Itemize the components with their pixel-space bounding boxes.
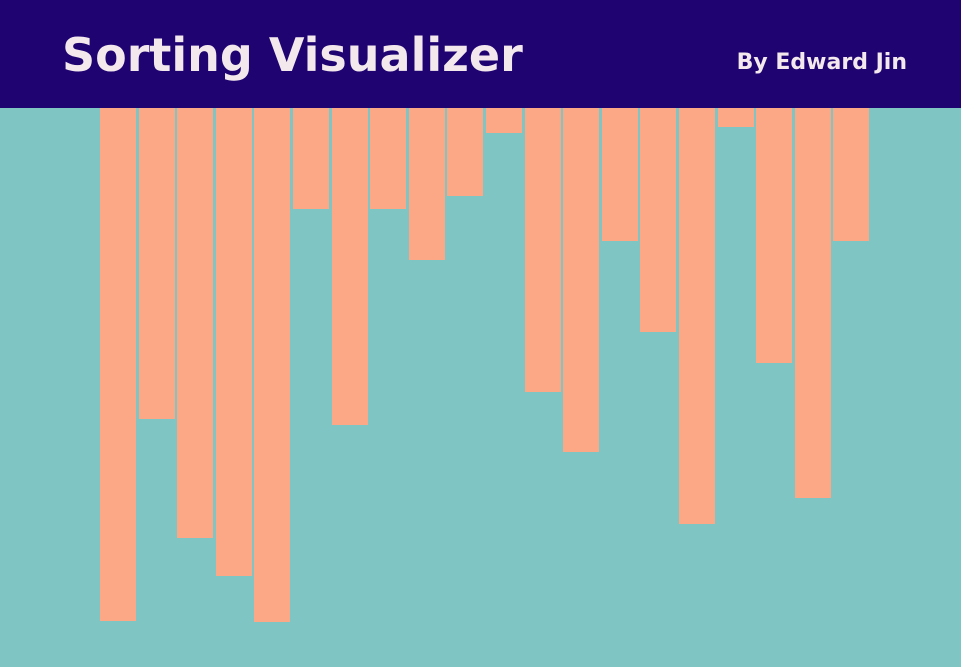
array-bar [563, 108, 599, 452]
navbar: Sorting Visualizer By Edward Jin [0, 0, 961, 108]
array-bar [756, 108, 792, 363]
array-bars-container [100, 108, 880, 667]
author-credit: By Edward Jin [736, 50, 907, 75]
array-bar [679, 108, 715, 524]
array-bar [718, 108, 754, 127]
array-bar [254, 108, 290, 622]
app-title: Sorting Visualizer [62, 28, 523, 82]
array-bar [370, 108, 406, 209]
array-bar [293, 108, 329, 209]
array-bar [602, 108, 638, 241]
array-bar [216, 108, 252, 576]
array-bar [640, 108, 676, 332]
array-bar [447, 108, 483, 196]
array-bar [332, 108, 368, 425]
array-bar [100, 108, 136, 621]
array-bar [486, 108, 522, 133]
array-bar [833, 108, 869, 241]
array-bar [525, 108, 561, 392]
array-bar [177, 108, 213, 538]
array-bar [139, 108, 175, 419]
array-bar [795, 108, 831, 498]
array-bar [409, 108, 445, 260]
